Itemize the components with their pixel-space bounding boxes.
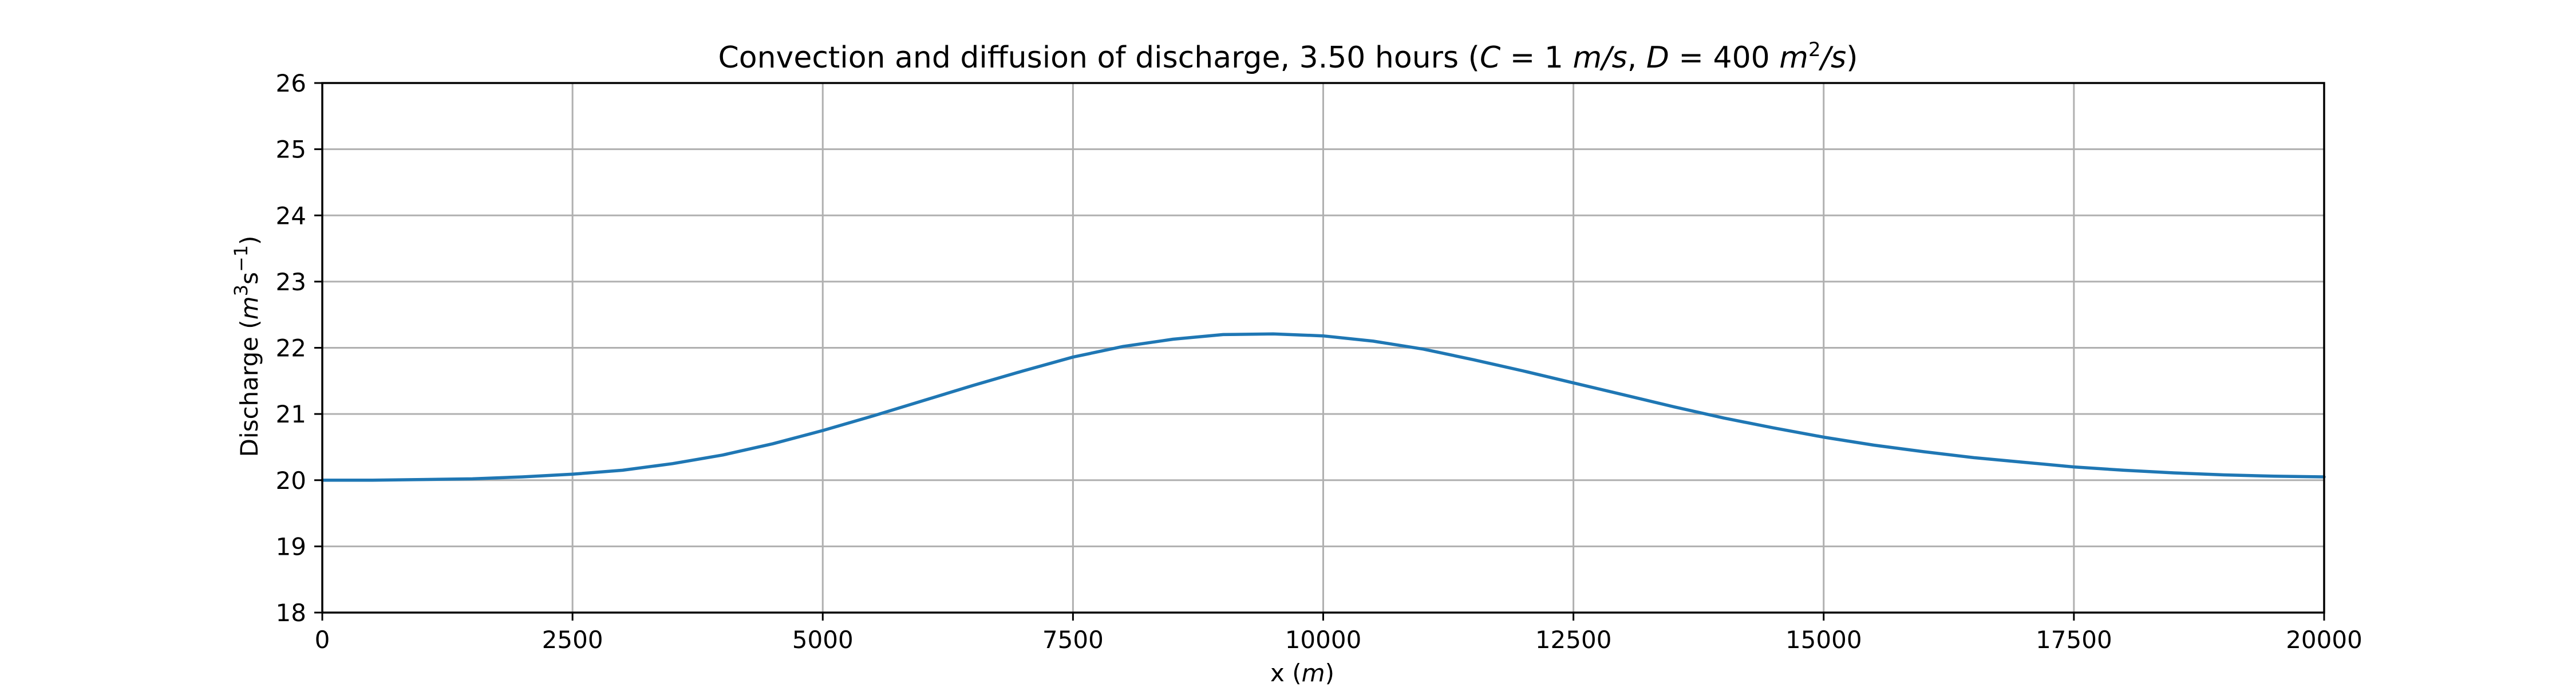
y-tick-label: 25 (276, 136, 306, 164)
y-tick-label: 21 (276, 400, 306, 428)
x-tick-label: 2500 (542, 626, 603, 654)
discharge-line (321, 332, 2326, 482)
x-tick-label: 15000 (1785, 626, 1862, 654)
y-tick-label: 18 (276, 599, 306, 627)
y-tick-label: 20 (276, 467, 306, 495)
x-tick-label: 10000 (1285, 626, 1362, 654)
y-tick-label: 24 (276, 202, 306, 230)
x-tick-label: 20000 (2286, 626, 2362, 654)
chart-title: Convection and diffusion of discharge, 3… (718, 38, 1858, 75)
y-tick-label: 19 (276, 532, 306, 560)
x-tick-label: 5000 (792, 626, 854, 654)
x-tick-label: 0 (315, 626, 330, 654)
x-axis-label: x (m) (1270, 659, 1334, 687)
ticks: 0 2500 5000 7500 10000 12500 15000 17500 20000 18… (276, 69, 2362, 654)
y-tick-label: 22 (276, 334, 306, 362)
x-tick-label: 7500 (1042, 626, 1104, 654)
x-tick-label: 17500 (2036, 626, 2112, 654)
y-axis-label: Discharge (m3s−1) (230, 236, 263, 457)
x-tick-label: 12500 (1535, 626, 1612, 654)
series-layer (321, 332, 2326, 482)
y-tick-label: 23 (276, 268, 306, 296)
y-tick-label: 26 (276, 69, 306, 97)
